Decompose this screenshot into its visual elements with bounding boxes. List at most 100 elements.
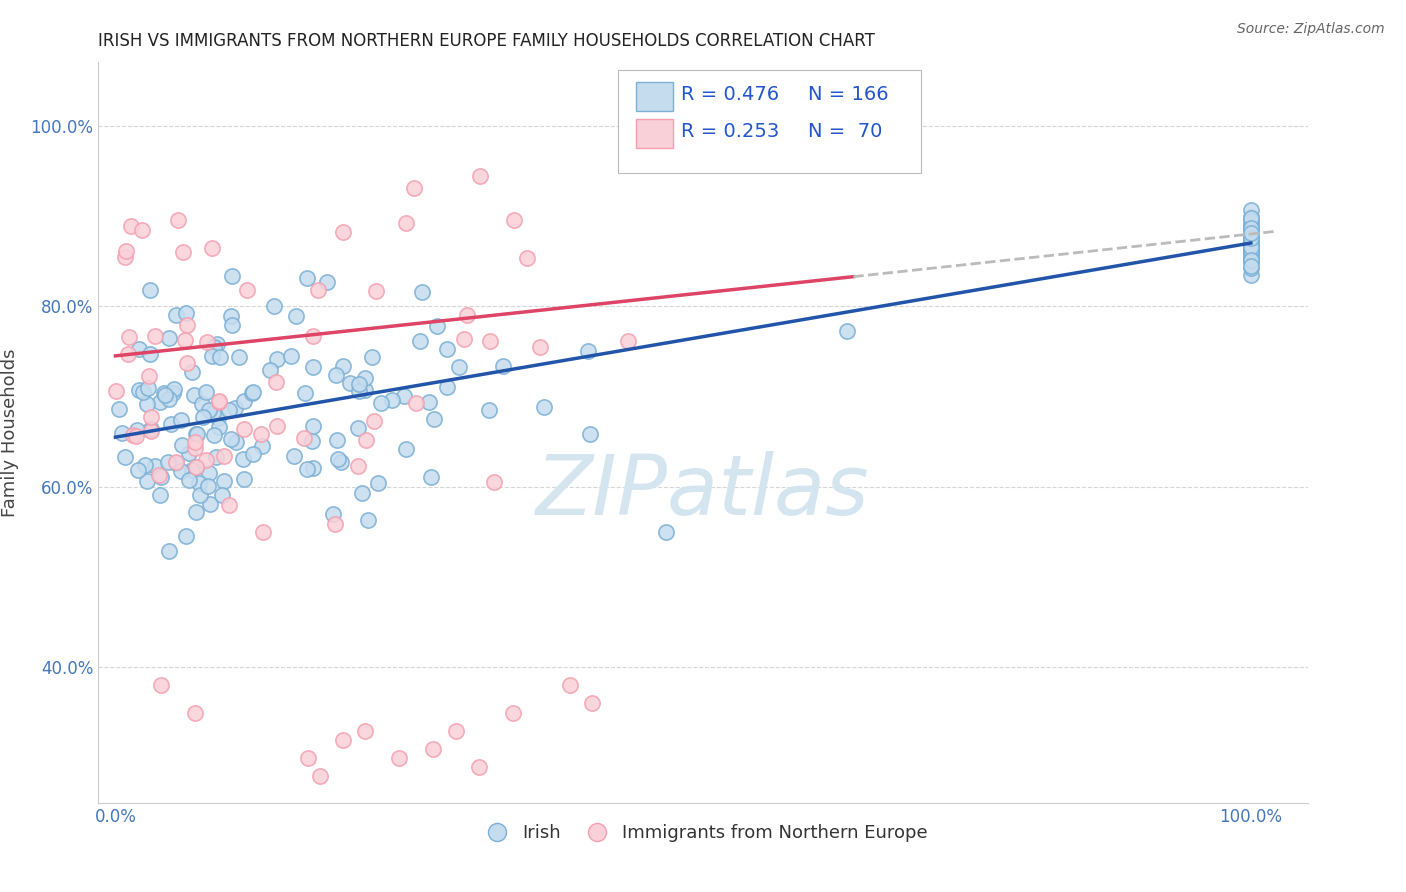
Point [207, 419, 229, 434]
Point [1240, 244, 1263, 259]
Point [155, 388, 177, 402]
Point [1240, 226, 1263, 240]
Point [201, 349, 224, 363]
Point [395, 216, 418, 230]
Point [232, 422, 254, 436]
Point [456, 308, 478, 322]
Point [204, 450, 226, 465]
Point [184, 505, 207, 519]
FancyBboxPatch shape [619, 70, 921, 173]
Point [160, 417, 183, 431]
Point [482, 475, 505, 489]
Point [332, 225, 354, 239]
Point [1240, 259, 1263, 273]
Point [170, 465, 193, 479]
Point [242, 385, 264, 400]
Point [363, 414, 385, 428]
Point [339, 376, 361, 390]
Point [502, 706, 524, 720]
Point [180, 365, 202, 379]
Point [322, 508, 344, 522]
Point [131, 223, 153, 237]
Point [136, 475, 159, 489]
Point [1240, 222, 1263, 236]
Point [104, 384, 127, 399]
Point [172, 244, 194, 259]
Point [436, 342, 458, 356]
FancyBboxPatch shape [637, 82, 672, 111]
Point [1240, 235, 1263, 250]
Point [149, 470, 172, 484]
Point [157, 543, 180, 558]
FancyBboxPatch shape [637, 120, 672, 147]
Point [1240, 235, 1263, 250]
Y-axis label: Family Households: Family Households [1, 349, 20, 516]
Point [325, 368, 347, 382]
Point [1240, 219, 1263, 234]
Point [181, 462, 204, 476]
Point [149, 678, 172, 692]
Point [1240, 252, 1263, 267]
Point [325, 434, 347, 448]
Point [381, 392, 404, 407]
Point [308, 769, 330, 783]
Point [163, 382, 186, 396]
Point [1240, 254, 1263, 268]
Point [492, 359, 515, 373]
Point [1240, 235, 1263, 250]
Point [197, 478, 219, 492]
Point [162, 386, 184, 401]
Point [297, 462, 319, 476]
Point [370, 396, 392, 410]
Point [107, 401, 129, 416]
Point [165, 456, 187, 470]
Point [157, 331, 180, 345]
Point [1240, 220, 1263, 235]
Point [402, 180, 425, 194]
Point [436, 380, 458, 394]
Point [186, 427, 208, 442]
Point [115, 244, 138, 259]
Point [332, 732, 354, 747]
Point [127, 423, 149, 437]
Point [139, 283, 162, 297]
Point [117, 347, 139, 361]
Point [252, 524, 274, 539]
Point [167, 213, 190, 227]
Point [139, 424, 162, 438]
Point [114, 450, 136, 464]
Point [1240, 245, 1263, 260]
Point [194, 384, 217, 399]
Legend: Irish, Immigrants from Northern Europe: Irish, Immigrants from Northern Europe [471, 817, 935, 849]
Point [138, 369, 160, 384]
Point [354, 383, 377, 397]
Point [202, 427, 225, 442]
Point [128, 383, 150, 397]
Point [1240, 249, 1263, 263]
Point [170, 413, 193, 427]
Point [143, 459, 166, 474]
Point [332, 359, 354, 373]
Text: ZIPatlas: ZIPatlas [536, 451, 870, 533]
Point [388, 750, 411, 764]
Point [172, 438, 194, 452]
Point [207, 411, 229, 425]
Point [224, 401, 246, 415]
Point [143, 329, 166, 343]
Point [259, 363, 281, 377]
Point [174, 334, 197, 348]
Point [350, 486, 373, 500]
Point [617, 334, 640, 348]
Point [157, 455, 180, 469]
Point [1240, 220, 1263, 235]
Point [1240, 219, 1263, 233]
Point [325, 517, 347, 532]
Point [1240, 213, 1263, 227]
Point [174, 529, 197, 543]
Point [195, 334, 218, 349]
Point [211, 488, 233, 502]
Point [209, 350, 232, 364]
Point [578, 343, 600, 358]
Point [283, 450, 305, 464]
Point [307, 283, 329, 297]
